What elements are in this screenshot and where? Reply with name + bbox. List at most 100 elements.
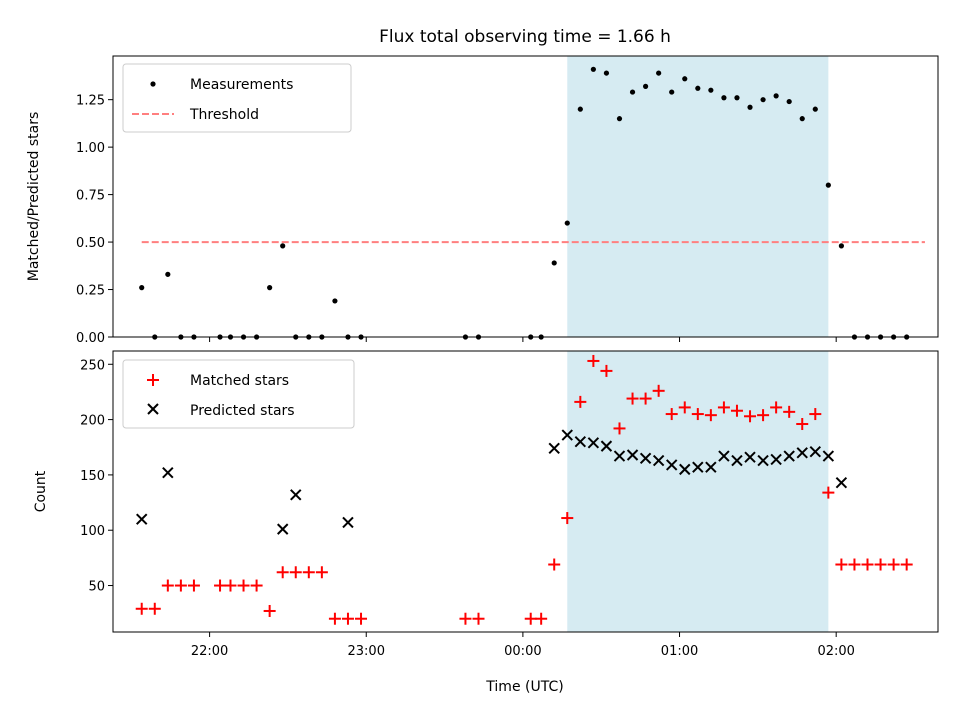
measurement-point [165, 271, 171, 277]
predicted-stars-point [770, 453, 782, 466]
matched-stars-point [548, 558, 561, 571]
matched-stars-point [250, 579, 263, 592]
predicted-stars-point [587, 437, 600, 449]
matched-stars-point [472, 612, 485, 625]
matched-stars-point [704, 409, 717, 422]
measurement-point [825, 182, 831, 188]
bottom-panel: 50 100 150 200 250 22:00 23:00 00:00 01:00 02:00… [33, 350, 939, 695]
matched-stars-point [691, 408, 704, 421]
matched-stars-point [315, 566, 328, 579]
predicted-stars-point [342, 516, 354, 529]
measurement-point [734, 95, 740, 101]
measurement-point [812, 106, 818, 112]
matched-stars-point [161, 579, 174, 592]
matched-stars-point [535, 612, 548, 625]
y-tick-label: 100 [80, 524, 105, 539]
matched-stars-point [276, 566, 289, 579]
matched-stars-point [822, 486, 835, 499]
measurement-point [267, 285, 273, 291]
predicted-stars-point [613, 450, 626, 462]
legend-plus-icon [147, 374, 159, 386]
predicted-stars-point [626, 449, 639, 461]
bottom-legend-box [122, 359, 355, 429]
matched-stars-point [574, 395, 587, 408]
predicted-stars-point [652, 454, 665, 467]
x-axis-label: Time (UTC) [485, 679, 563, 695]
legend-label-threshold: Threshold [189, 107, 259, 123]
matched-stars-point [135, 602, 148, 615]
matched-stars-point [561, 512, 574, 525]
measurement-point [838, 243, 845, 249]
top-legend-box [122, 63, 352, 133]
matched-stars-point [678, 401, 691, 414]
matched-stars-point [187, 579, 200, 592]
top-legend: Measurements Threshold [122, 63, 352, 133]
measurement-point [642, 83, 649, 89]
predicted-stars-point [705, 461, 717, 473]
matched-stars-point [613, 422, 626, 435]
matched-stars-point [289, 566, 302, 579]
y-tick-label: 150 [80, 469, 105, 484]
measurement-point [603, 70, 610, 76]
measurement-point [656, 70, 662, 76]
matched-stars-point [341, 612, 354, 625]
bottom-y-axis-label: Count [33, 470, 49, 512]
predicted-stars-point [718, 450, 730, 462]
predicted-stars-point [692, 461, 704, 473]
matched-stars-point [848, 558, 861, 571]
matched-stars-point [717, 401, 730, 414]
predicted-stars-point [809, 445, 822, 458]
predicted-stars-point [162, 466, 174, 479]
matched-stars-point [874, 558, 887, 571]
predicted-stars-point [783, 450, 795, 462]
measurement-point [799, 116, 805, 122]
y-tick-label: 250 [80, 358, 105, 373]
measurement-point [280, 243, 286, 249]
bottom-y-ticks: 50 100 150 200 250 [80, 358, 113, 595]
predicted-stars-point [639, 452, 652, 465]
predicted-stars-point [290, 489, 302, 501]
matched-stars-point [652, 384, 665, 397]
matched-stars-point [148, 602, 161, 615]
predicted-stars-point [744, 451, 756, 463]
measurement-point [616, 116, 623, 122]
x-tick-label: 02:00 [817, 644, 854, 659]
matched-stars-point [524, 612, 537, 625]
predicted-stars-point [679, 463, 691, 476]
measurement-point [577, 106, 583, 112]
measurement-point [682, 76, 688, 82]
predicted-stars-point [548, 442, 560, 455]
measurement-point [590, 66, 596, 72]
predicted-stars-point [276, 523, 289, 535]
matched-stars-point [355, 612, 368, 625]
measurement-point [760, 97, 766, 103]
predicted-stars-point [665, 459, 678, 471]
measurement-point [139, 285, 145, 291]
top-y-ticks: 0.00 0.25 0.50 0.75 1.00 1.25 [76, 94, 113, 346]
matched-stars-point [214, 579, 227, 592]
measurement-point [708, 87, 714, 93]
predicted-stars-point [731, 454, 743, 467]
top-x-ticks [209, 337, 837, 342]
matched-stars-point [224, 579, 237, 592]
x-tick-label: 23:00 [348, 644, 385, 659]
bottom-legend: Matched stars Predicted stars [122, 359, 355, 429]
matched-stars-point [459, 612, 472, 625]
matched-stars-point [900, 558, 913, 571]
measurement-point [551, 260, 557, 266]
matched-stars-point [639, 392, 652, 405]
matched-stars-point [587, 354, 600, 367]
measurement-point [332, 298, 338, 304]
top-panel: 0.00 0.25 0.50 0.75 1.00 1.25 Matched/Predict… [26, 55, 939, 346]
y-tick-label: 0.50 [76, 236, 105, 251]
measurement-point [564, 220, 570, 226]
legend-label-measurements: Measurements [190, 77, 293, 93]
top-plot-frame [112, 55, 939, 338]
matched-stars-series [135, 354, 913, 625]
matched-stars-point [770, 401, 783, 414]
matched-stars-point [600, 364, 613, 377]
legend-label-predicted: Predicted stars [190, 403, 295, 419]
observing-window-shade-top [567, 56, 829, 337]
predicted-stars-series [136, 429, 848, 535]
legend-dot-icon [150, 81, 156, 87]
